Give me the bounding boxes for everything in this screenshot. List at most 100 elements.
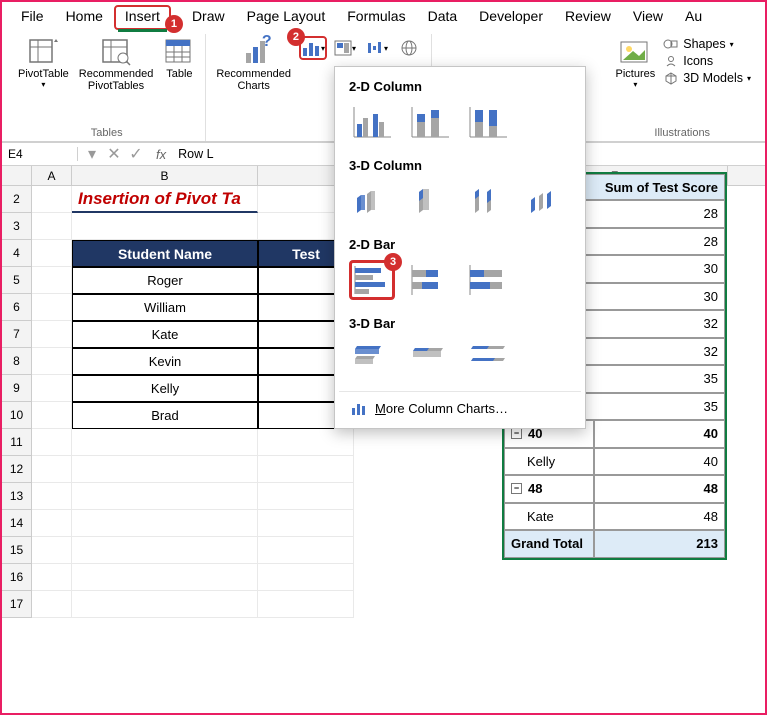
cell[interactable] (72, 213, 258, 240)
pivot-grand-value: 213 (594, 530, 725, 558)
cell[interactable]: Kate (72, 321, 258, 348)
recommended-pivottables-icon (100, 36, 132, 68)
row-header[interactable]: 9 (2, 375, 32, 402)
cell[interactable]: William (72, 294, 258, 321)
cell[interactable]: Kevin (72, 348, 258, 375)
100stacked-bar-thumb[interactable] (465, 260, 511, 300)
row-header[interactable]: 13 (2, 483, 32, 510)
row-header[interactable]: 6 (2, 294, 32, 321)
row-header[interactable]: 7 (2, 321, 32, 348)
row-header[interactable]: 12 (2, 456, 32, 483)
stacked-column-thumb[interactable] (407, 102, 453, 142)
recommended-pivottables-button[interactable]: Recommended PivotTables (75, 34, 158, 94)
pivottable-button[interactable]: PivotTable▾ (14, 34, 73, 91)
collapse-icon[interactable]: − (511, 483, 522, 494)
row-header[interactable]: 3 (2, 213, 32, 240)
3dmodels-icon (663, 71, 679, 85)
icons-icon (663, 54, 679, 68)
cell[interactable] (72, 510, 258, 537)
pivot-row-label[interactable]: Kate (504, 503, 594, 531)
cell[interactable] (72, 564, 258, 591)
pivot-row-label[interactable]: Kelly (504, 448, 594, 476)
row-header[interactable]: 16 (2, 564, 32, 591)
cell[interactable] (72, 429, 258, 456)
cell[interactable] (72, 483, 258, 510)
cell[interactable]: Roger (72, 267, 258, 294)
col-b-header[interactable]: B (72, 166, 258, 185)
pivot-grand-label: Grand Total (504, 530, 594, 558)
pivot-row-label[interactable]: −48 (504, 475, 594, 503)
pivot-value-cell[interactable]: 48 (594, 475, 725, 503)
maps-button[interactable] (395, 36, 423, 60)
hierarchy-chart-button[interactable]: ▾ (331, 36, 359, 60)
more-column-charts[interactable]: More Column Charts… (339, 391, 581, 420)
tab-view[interactable]: View (622, 5, 674, 30)
column-chart-button[interactable]: ▾ 2 (299, 36, 327, 60)
3d-stacked-column-thumb[interactable] (407, 181, 453, 221)
group-illustrations: Pictures▾ Shapes▾ Icons 3D Models▾ Illus… (605, 34, 759, 141)
tab-draw[interactable]: Draw (181, 5, 236, 30)
3d-100stacked-bar-thumb[interactable] (465, 339, 511, 379)
3d-100stacked-column-thumb[interactable] (465, 181, 511, 221)
fb-dropdown-icon[interactable]: ▾ (82, 144, 102, 164)
name-box[interactable]: E4 (2, 147, 78, 161)
tab-pagelayout[interactable]: Page Layout (236, 5, 337, 30)
clustered-bar-thumb[interactable]: 3 (349, 260, 395, 300)
3d-clustered-column-thumb[interactable] (349, 181, 395, 221)
3d-stacked-bar-thumb[interactable] (407, 339, 453, 379)
pivot-value-cell[interactable]: 40 (594, 420, 725, 448)
dd-section-2d-bar: 2-D Bar (339, 233, 581, 258)
callout-1-badge: 1 (165, 15, 183, 33)
cell[interactable]: Brad (72, 402, 258, 429)
shapes-button[interactable]: Shapes▾ (663, 36, 751, 52)
tab-formulas[interactable]: Formulas (336, 5, 416, 30)
tab-review[interactable]: Review (554, 5, 622, 30)
row-header[interactable]: 15 (2, 537, 32, 564)
pivot-value-cell[interactable]: 40 (594, 448, 725, 476)
row-header[interactable]: 14 (2, 510, 32, 537)
pivot-sum-header: Sum of Test Score (605, 180, 718, 195)
cell[interactable]: Insertion of Pivot Ta (72, 186, 258, 213)
100stacked-column-thumb[interactable] (465, 102, 511, 142)
pictures-button[interactable]: Pictures▾ (611, 34, 659, 91)
collapse-icon[interactable]: − (511, 428, 522, 439)
chart-dropdown: 2-D Column 3-D Column 2-D Bar 3 3-D Bar … (334, 66, 586, 429)
stacked-bar-thumb[interactable] (407, 260, 453, 300)
pictures-icon (619, 36, 651, 68)
waterfall-chart-button[interactable]: ▾ (363, 36, 391, 60)
3d-clustered-bar-thumb[interactable] (349, 339, 395, 379)
3d-column-thumb[interactable] (523, 181, 569, 221)
cell[interactable] (72, 591, 258, 618)
cell[interactable]: Student Name (72, 240, 258, 267)
tab-file[interactable]: File (10, 5, 55, 30)
pivot-value-cell[interactable]: 48 (594, 503, 725, 531)
row-header[interactable]: 4 (2, 240, 32, 267)
cell[interactable] (72, 456, 258, 483)
tab-data[interactable]: Data (417, 5, 469, 30)
row-header[interactable]: 10 (2, 402, 32, 429)
row-header[interactable]: 8 (2, 348, 32, 375)
row-header[interactable]: 2 (2, 186, 32, 213)
cell[interactable] (72, 537, 258, 564)
fx-icon[interactable]: fx (150, 147, 172, 162)
recommended-charts-icon: ? (238, 36, 270, 68)
tab-insert[interactable]: Insert 1 (114, 5, 171, 30)
formula-content[interactable]: Row L (172, 147, 219, 161)
fb-cancel-icon[interactable]: ✕ (104, 144, 124, 164)
row-header[interactable]: 5 (2, 267, 32, 294)
row-header[interactable]: 17 (2, 591, 32, 618)
clustered-column-thumb[interactable] (349, 102, 395, 142)
col-a-header[interactable]: A (32, 166, 72, 185)
cell[interactable]: Kelly (72, 375, 258, 402)
recommended-charts-button[interactable]: ? Recommended Charts (212, 34, 295, 94)
tab-developer[interactable]: Developer (468, 5, 554, 30)
dd-section-3d-bar: 3-D Bar (339, 312, 581, 337)
row-header[interactable]: 11 (2, 429, 32, 456)
icons-button[interactable]: Icons (663, 53, 751, 69)
tab-more[interactable]: Au (674, 5, 713, 30)
3dmodels-button[interactable]: 3D Models▾ (663, 70, 751, 86)
table-button[interactable]: Table (159, 34, 199, 82)
tab-home[interactable]: Home (55, 5, 114, 30)
fb-confirm-icon[interactable]: ✓ (126, 144, 146, 164)
dd-section-2d-column: 2-D Column (339, 75, 581, 100)
